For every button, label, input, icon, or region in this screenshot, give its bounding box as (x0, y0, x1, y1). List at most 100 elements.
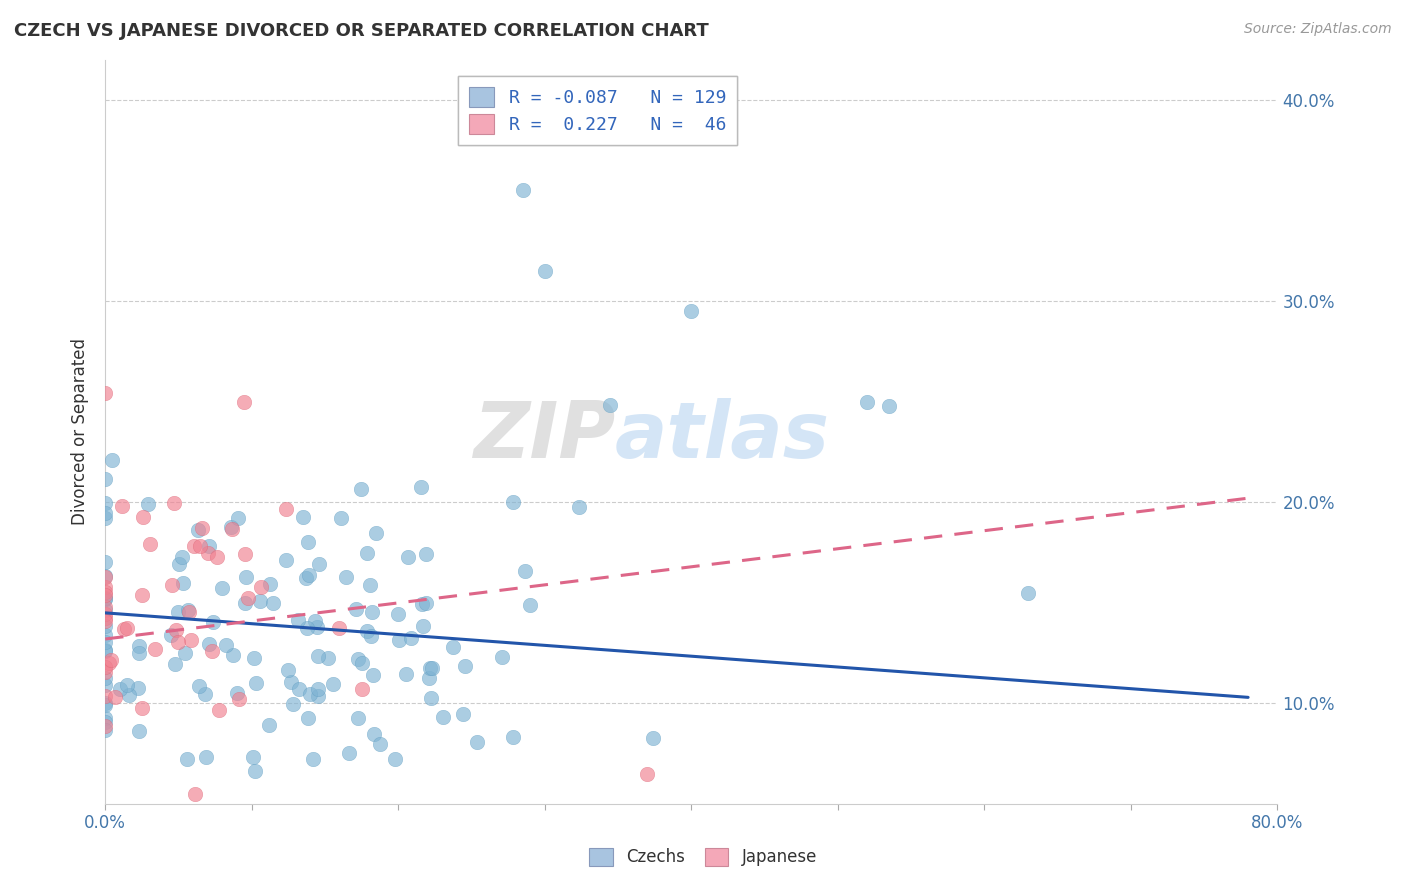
Point (568, 500, 591, 515)
Point (94, 496, 117, 510)
Text: CZECH VS JAPANESE DIVORCED OR SEPARATED CORRELATION CHART: CZECH VS JAPANESE DIVORCED OR SEPARATED … (14, 22, 709, 40)
Text: atlas: atlas (614, 398, 830, 474)
Point (94, 591, 117, 606)
Point (533, 264, 555, 278)
Point (163, 496, 186, 510)
Point (191, 521, 214, 535)
Point (167, 558, 190, 572)
Point (411, 598, 433, 612)
Point (184, 787, 207, 801)
Point (94, 628, 117, 642)
Point (308, 557, 330, 571)
Point (233, 394, 256, 409)
Point (94, 696, 117, 710)
Point (94, 715, 117, 730)
Point (295, 571, 318, 585)
Point (235, 570, 257, 584)
Point (420, 690, 443, 705)
Point (117, 688, 139, 702)
Point (127, 681, 149, 696)
Point (94, 603, 117, 617)
Point (94, 614, 117, 628)
Point (347, 711, 370, 725)
Point (291, 510, 314, 524)
Point (415, 596, 437, 610)
Point (165, 623, 187, 637)
Point (454, 659, 477, 673)
Point (166, 605, 188, 619)
Point (188, 540, 211, 554)
Point (94, 665, 117, 679)
Point (160, 627, 183, 641)
Point (94, 719, 117, 733)
Point (395, 666, 418, 681)
Point (100, 652, 122, 666)
Point (409, 480, 432, 494)
Point (221, 648, 243, 662)
Point (104, 690, 127, 704)
Point (243, 651, 266, 665)
Point (451, 706, 474, 721)
Point (302, 752, 325, 766)
Point (329, 510, 352, 524)
Text: ZIP: ZIP (472, 398, 614, 474)
Point (177, 606, 200, 620)
Point (298, 567, 321, 582)
Point (226, 510, 249, 524)
Point (94, 506, 117, 520)
Point (259, 577, 281, 591)
Point (98, 656, 121, 670)
Point (94, 689, 117, 703)
Point (242, 750, 264, 764)
Point (287, 613, 309, 627)
Point (250, 580, 273, 594)
Point (115, 621, 138, 635)
Point (465, 735, 488, 749)
Point (233, 547, 256, 561)
Point (101, 453, 124, 467)
Point (165, 657, 187, 671)
Point (194, 687, 217, 701)
Point (335, 570, 357, 584)
Point (94, 611, 117, 625)
Point (366, 526, 388, 541)
Point (176, 603, 198, 617)
Point (143, 642, 166, 657)
Point (131, 588, 153, 602)
Point (94, 660, 117, 674)
Point (249, 594, 271, 608)
Point (94, 607, 117, 621)
Point (202, 615, 225, 630)
Legend: Czechs, Japanese: Czechs, Japanese (581, 839, 825, 875)
Point (187, 679, 209, 693)
Point (214, 638, 236, 652)
Point (94, 587, 117, 601)
Point (441, 640, 464, 655)
Point (194, 750, 217, 764)
Point (236, 591, 259, 605)
Point (94, 671, 117, 685)
Point (856, 394, 879, 409)
Point (198, 539, 221, 553)
Point (94, 510, 117, 524)
Point (307, 681, 329, 696)
Point (283, 698, 305, 712)
Point (636, 766, 658, 780)
Point (132, 510, 155, 524)
Point (512, 183, 534, 197)
Point (297, 711, 319, 725)
Point (176, 752, 198, 766)
Point (418, 672, 440, 686)
Point (94, 723, 117, 738)
Point (110, 681, 132, 696)
Point (262, 596, 284, 610)
Point (513, 564, 536, 578)
Point (599, 398, 621, 412)
Point (502, 495, 524, 509)
Point (274, 501, 297, 516)
Point (384, 752, 406, 766)
Point (128, 646, 150, 660)
Point (205, 549, 228, 564)
Point (94, 591, 117, 606)
Point (388, 632, 411, 647)
